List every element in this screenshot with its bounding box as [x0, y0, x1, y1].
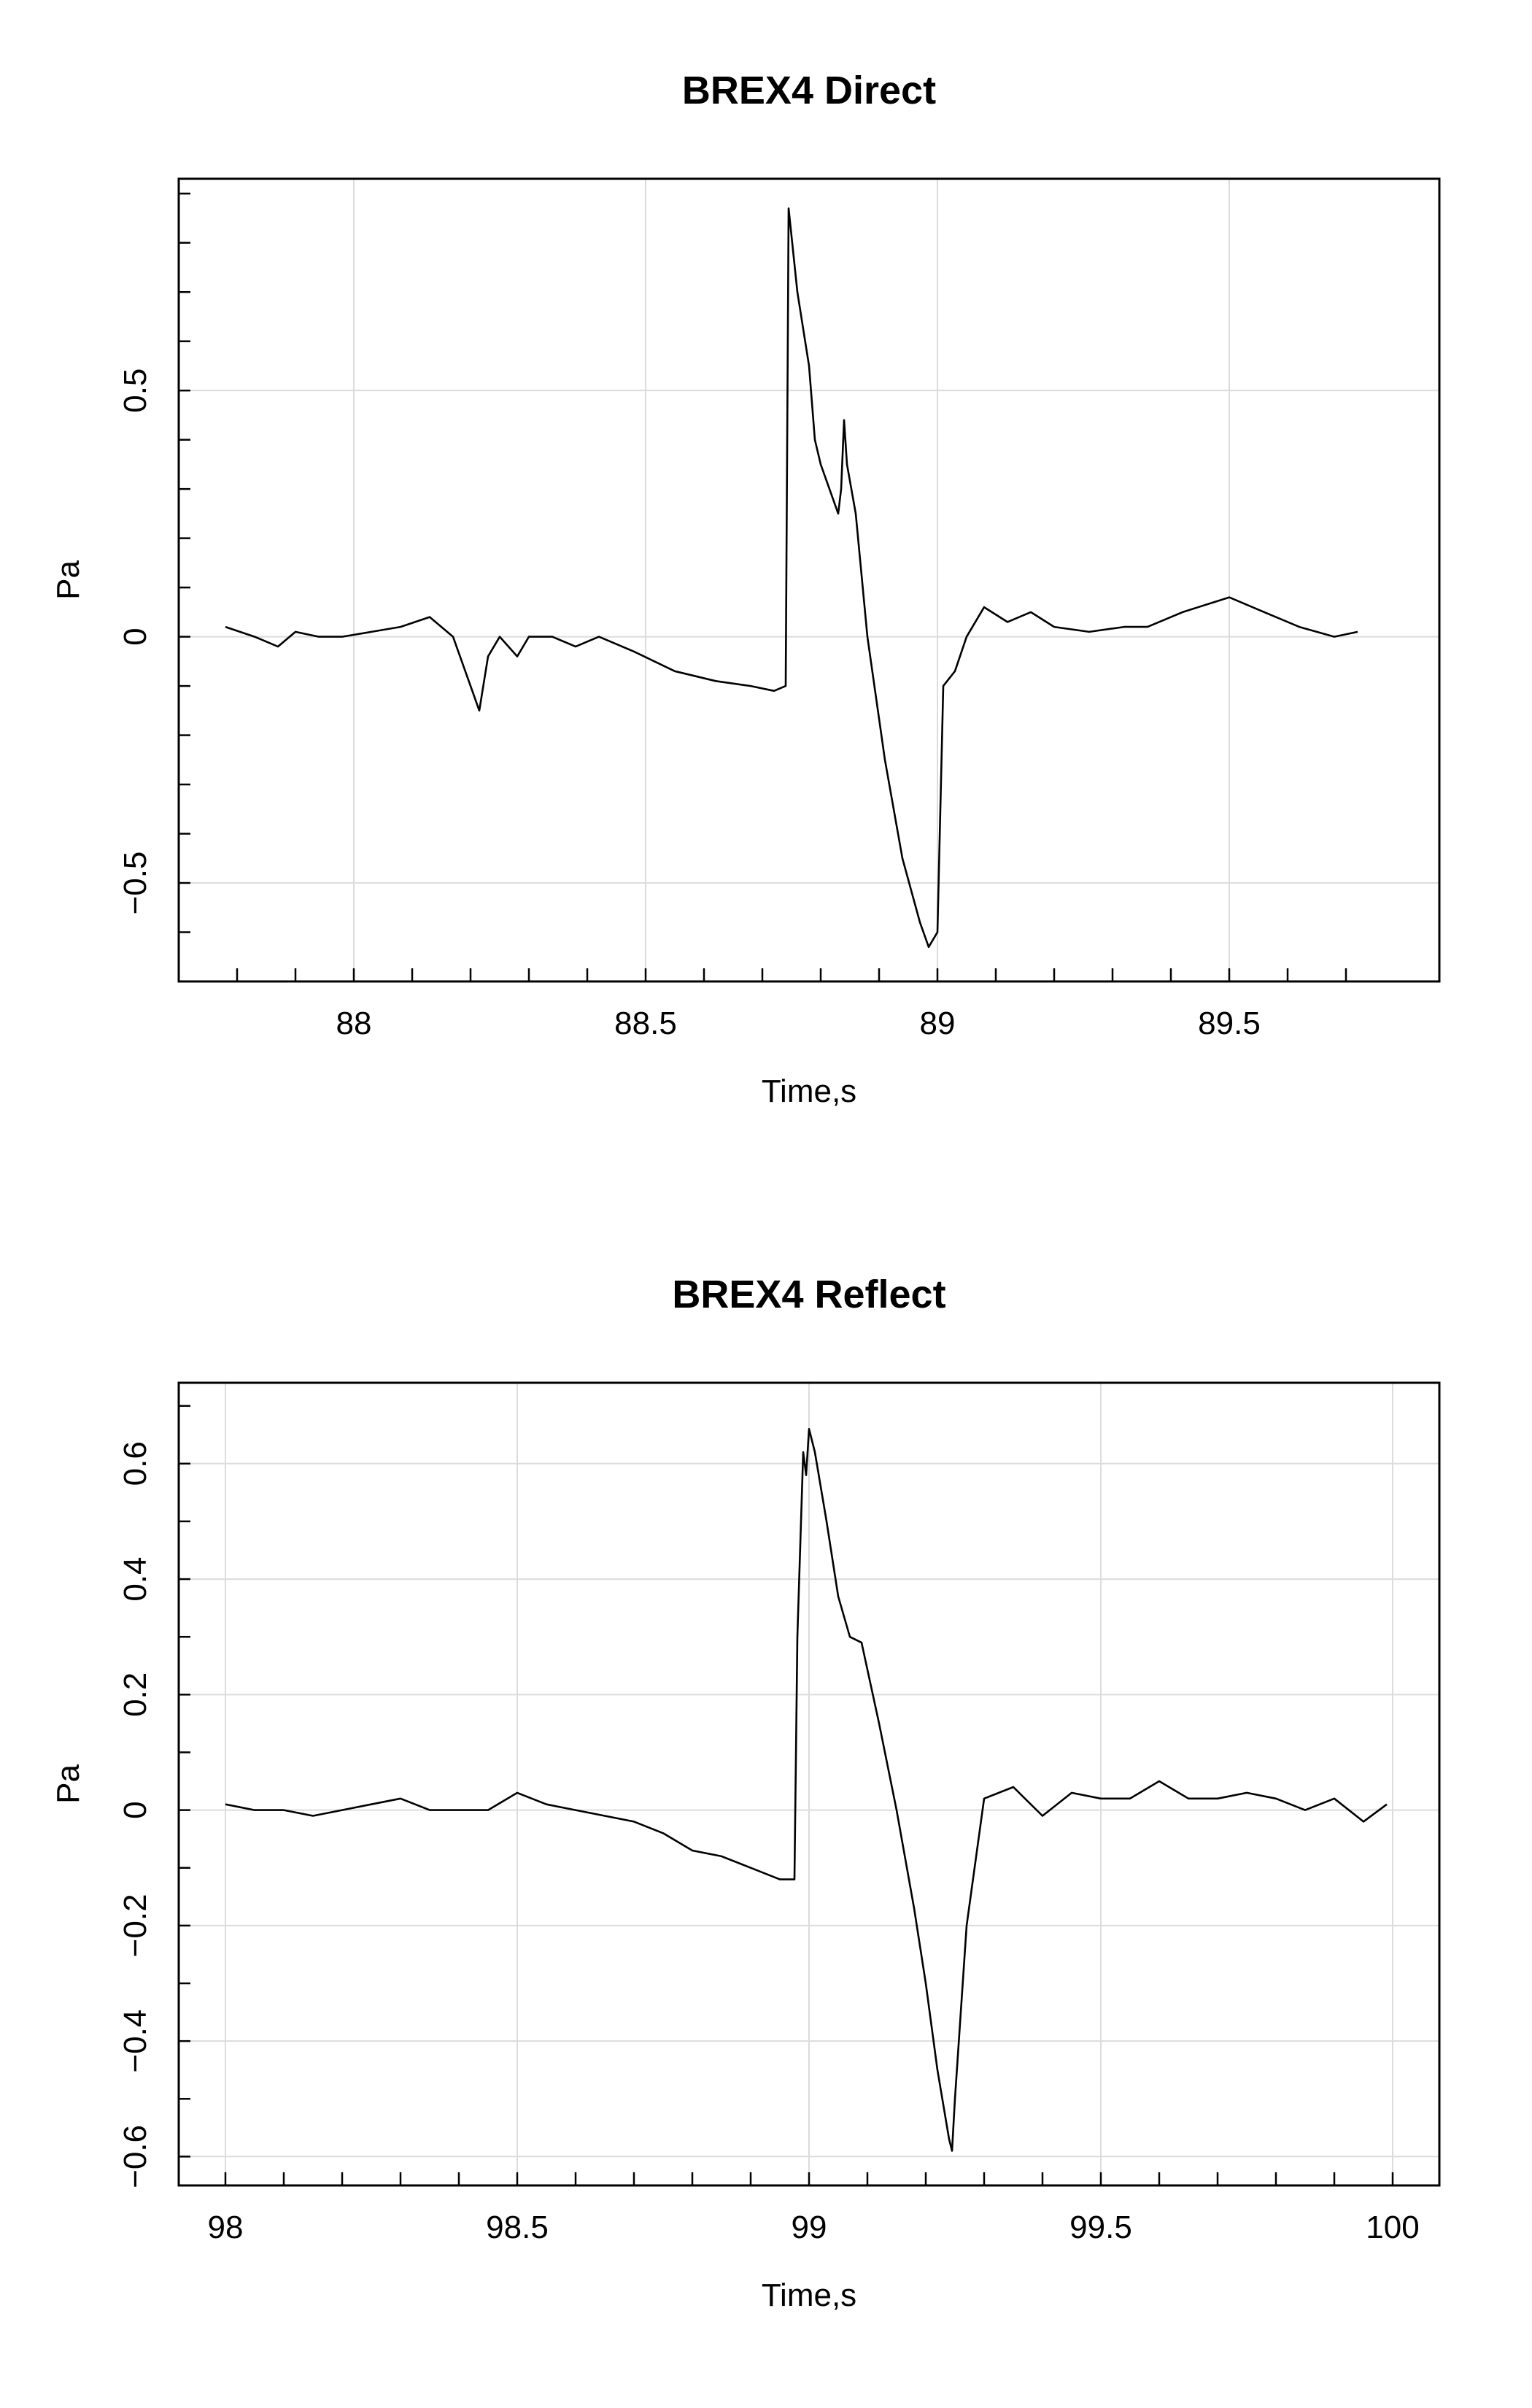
y-tick-label: −0.2 [117, 1894, 153, 1957]
series-line [225, 207, 1358, 949]
x-tick-label: 98.5 [486, 2210, 549, 2245]
chart-panel-direct: BREX4 Direct 88 88.5 89 89.5 −0.5 0 0.5 Time,s… [50, 69, 1441, 1109]
y-axis-label: Pa [50, 560, 86, 600]
chart-panel-reflect: BREX4 Reflect 98 98.5 99 99.5 100 −0.6 −0.4 −0.… [50, 1273, 1441, 2313]
y-tick-label: 0 [117, 1801, 153, 1818]
plot-frame [177, 177, 1441, 983]
grid-layer [179, 179, 1439, 981]
x-tick-label: 99 [792, 2210, 827, 2245]
series-layer [225, 1428, 1388, 2152]
x-tick-label: 89 [920, 1006, 956, 1041]
chart-title: BREX4 Direct [682, 69, 936, 112]
tick-layer: 98 98.5 99 99.5 100 −0.6 −0.4 −0.2 0 0.2 0.4 0.6 [117, 1405, 1420, 2245]
y-tick-label: 0.2 [117, 1672, 153, 1717]
chart-title: BREX4 Reflect [672, 1273, 945, 1316]
tick-layer: 88 88.5 89 89.5 −0.5 0 0.5 [117, 192, 1347, 1041]
y-tick-label: −0.6 [117, 2125, 153, 2188]
y-tick-label: 0 [117, 628, 153, 645]
x-tick-label: 100 [1366, 2210, 1419, 2245]
y-tick-label: 0.4 [117, 1556, 153, 1601]
plot-frame [177, 1381, 1441, 2187]
grid-layer [179, 1383, 1439, 2185]
x-tick-label: 98 [208, 2210, 244, 2245]
x-axis-label: Time,s [762, 1073, 856, 1109]
y-tick-label: −0.4 [117, 2010, 153, 2073]
y-tick-label: −0.5 [117, 852, 153, 915]
y-tick-label: 0.5 [117, 368, 153, 413]
y-axis-label: Pa [50, 1764, 86, 1804]
y-tick-label: 0.6 [117, 1441, 153, 1486]
x-tick-label: 99.5 [1069, 2210, 1132, 2245]
x-tick-label: 88 [336, 1006, 372, 1041]
series-line [225, 1428, 1388, 2152]
x-axis-label: Time,s [762, 2277, 856, 2313]
x-tick-label: 88.5 [614, 1006, 677, 1041]
series-layer [225, 207, 1358, 949]
x-tick-label: 89.5 [1198, 1006, 1261, 1041]
